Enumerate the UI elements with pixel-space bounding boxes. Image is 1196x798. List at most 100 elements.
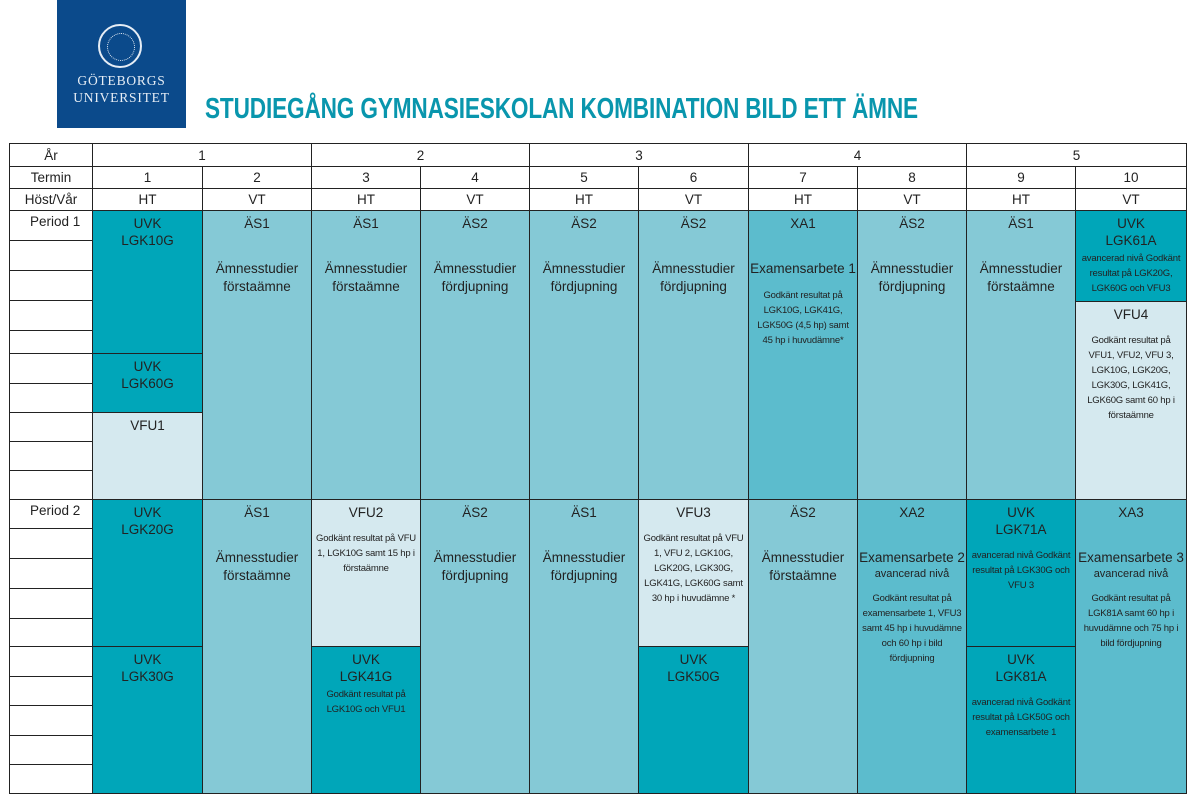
period-subrow — [9, 646, 93, 677]
course-code: UVK — [1117, 216, 1145, 231]
course-block: ÄS2 Ämnesstudier fördjupning — [420, 499, 530, 794]
term-header: 2 — [202, 166, 312, 189]
course-block: XA3 Examensarbete 3 avancerad nivå Godkänt … — [1075, 499, 1187, 794]
period-subrow — [9, 764, 93, 794]
period-subrow — [9, 676, 93, 706]
course-code: UVK — [133, 505, 162, 520]
course-code: ÄS2 — [462, 216, 488, 231]
course-name: Examensarbete 1 — [750, 261, 856, 276]
course-block: UVK LGK41G Godkänt resultat på LGK10G och … — [311, 646, 421, 794]
course-block: VFU3 Godkänt resultat på VFU 1, VFU 2, LG… — [638, 499, 749, 647]
term-header: 5 — [529, 166, 639, 189]
season-header: VT — [202, 188, 312, 211]
term-header: 6 — [638, 166, 749, 189]
course-name: Ämnesstudier — [761, 550, 845, 565]
course-code: VFU1 — [130, 418, 165, 433]
period-label: Period 2 — [9, 499, 93, 529]
course-name: Ämnesstudier — [870, 261, 954, 276]
course-prerequisite: Godkänt resultat på LGK10G, LGK41G, LGK5… — [757, 290, 849, 346]
course-code: ÄS2 — [680, 216, 707, 231]
course-block: UVK LGK60G — [92, 353, 203, 413]
year-header: 3 — [529, 143, 749, 167]
season-header: HT — [92, 188, 203, 211]
course-code-number: LGK20G — [121, 522, 174, 537]
season-header: HT — [529, 188, 639, 211]
period-subrow — [9, 330, 93, 354]
year-header: 2 — [311, 143, 530, 167]
course-prerequisite: Godkänt resultat på LGK10G och VFU1 — [326, 689, 406, 715]
course-name-line2: fördjupning — [441, 568, 509, 583]
course-block: XA1 Examensarbete 1 Godkänt resultat på LG… — [748, 210, 858, 500]
course-name: Ämnesstudier — [215, 550, 299, 565]
course-code: UVK — [352, 652, 380, 667]
logo-text: GÖTEBORGS UNIVERSITET — [57, 72, 186, 106]
season-header: VT — [638, 188, 749, 211]
course-block: UVK LGK20G — [92, 499, 203, 647]
period-subrow — [9, 270, 93, 301]
year-header: 1 — [92, 143, 312, 167]
page-title: STUDIEGÅNG GYMNASIESKOLAN KOMBINATION BI… — [205, 93, 918, 125]
season-header: HT — [966, 188, 1076, 211]
course-name: Ämnesstudier — [542, 261, 626, 276]
season-header: VT — [420, 188, 530, 211]
course-prerequisite: Godkänt resultat på LGK81A samt 60 hp i … — [1083, 593, 1179, 649]
course-name: Ämnesstudier — [542, 550, 626, 565]
course-code: ÄS2 — [462, 505, 488, 520]
course-code: VFU2 — [348, 505, 384, 520]
year-header: 5 — [966, 143, 1187, 167]
course-code: ÄS2 — [571, 216, 597, 231]
course-code: UVK — [133, 359, 162, 374]
course-code: XA2 — [899, 505, 925, 520]
period-subrow — [9, 528, 93, 559]
course-block: UVK LGK30G — [92, 646, 203, 794]
course-code-number: LGK81A — [995, 669, 1047, 684]
course-block: UVK LGK61A avancerad nivå Godkänt resultat… — [1075, 210, 1187, 302]
course-code: ÄS1 — [571, 505, 597, 520]
course-name-line2: fördjupning — [550, 568, 618, 583]
year-header: 4 — [748, 143, 967, 167]
course-block: ÄS2 Ämnesstudier förstaämne — [748, 499, 858, 794]
course-prerequisite: Godkänt resultat på VFU 1, LGK10G samt 1… — [316, 533, 416, 574]
period-subrow — [9, 618, 93, 647]
course-name-line2: fördjupning — [550, 279, 618, 294]
course-name: Ämnesstudier — [215, 261, 299, 276]
course-code: UVK — [679, 652, 708, 667]
period-subrow — [9, 240, 93, 271]
course-prerequisite: Godkänt resultat på VFU 1, VFU 2, LGK10G… — [643, 533, 744, 604]
course-code-number: LGK61A — [1105, 233, 1157, 248]
logo-line-1: GÖTEBORGS — [77, 73, 166, 88]
course-code: UVK — [1007, 505, 1035, 520]
term-label: Termin — [9, 166, 93, 189]
university-seal-icon — [98, 24, 142, 68]
course-level: avancerad nivå — [1093, 568, 1169, 580]
season-header: VT — [857, 188, 967, 211]
logo-line-2: UNIVERSITET — [73, 90, 170, 105]
course-code-number: LGK41G — [339, 669, 393, 684]
course-code: ÄS1 — [244, 216, 270, 231]
period-subrow — [9, 412, 93, 442]
term-header: 4 — [420, 166, 530, 189]
course-prerequisite: avancerad nivå Godkänt resultat på LGK20… — [1081, 253, 1181, 294]
course-name-line2: fördjupning — [441, 279, 509, 294]
period-subrow — [9, 735, 93, 765]
term-header: 7 — [748, 166, 858, 189]
course-block: XA2 Examensarbete 2 avancerad nivå Godkänt … — [857, 499, 967, 794]
course-prerequisite: Godkänt resultat på VFU1, VFU2, VFU 3, L… — [1087, 335, 1175, 421]
course-block: ÄS1 Ämnesstudier förstaämne — [202, 210, 312, 500]
period-subrow — [9, 705, 93, 736]
term-header: 8 — [857, 166, 967, 189]
course-name-line2: förstaämne — [769, 568, 837, 583]
period-subrow — [9, 558, 93, 589]
course-block: VFU4 Godkänt resultat på VFU1, VFU2, VFU … — [1075, 301, 1187, 500]
course-code-number: LGK50G — [667, 669, 720, 684]
course-code: ÄS1 — [244, 505, 270, 520]
course-block: ÄS2 Ämnesstudier fördjupning — [529, 210, 639, 500]
course-code-number: LGK60G — [121, 376, 174, 391]
course-block: UVK LGK71A avancerad nivå Godkänt resultat… — [966, 499, 1076, 647]
course-code: VFU3 — [676, 505, 711, 520]
course-name-line2: förstaämne — [987, 279, 1055, 294]
period-subrow — [9, 470, 93, 500]
course-code: ÄS1 — [353, 216, 379, 231]
course-block: ÄS1 Ämnesstudier förstaämne — [966, 210, 1076, 500]
